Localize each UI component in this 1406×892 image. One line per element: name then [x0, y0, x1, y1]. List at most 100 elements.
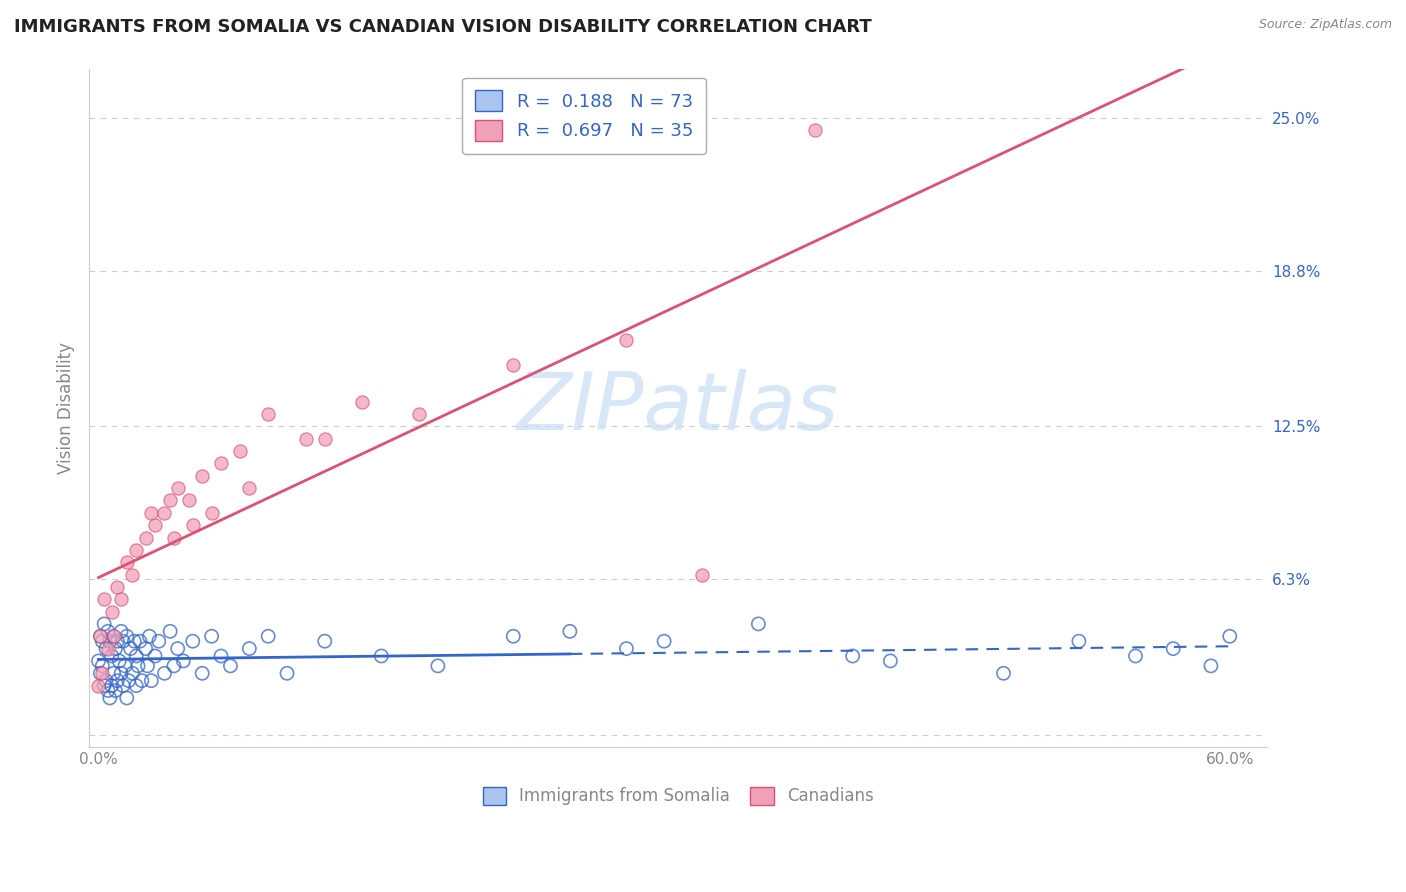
Point — [103, 629, 125, 643]
Point — [558, 624, 581, 639]
Point — [110, 592, 132, 607]
Point — [97, 624, 120, 639]
Text: IMMIGRANTS FROM SOMALIA VS CANADIAN VISION DISABILITY CORRELATION CHART: IMMIGRANTS FROM SOMALIA VS CANADIAN VISI… — [14, 18, 872, 36]
Point — [314, 432, 336, 446]
Point — [125, 679, 148, 693]
Point — [993, 666, 1015, 681]
Point — [100, 648, 122, 663]
Point — [143, 518, 166, 533]
Point — [408, 407, 430, 421]
Point — [191, 468, 214, 483]
Point — [690, 567, 713, 582]
Point — [172, 654, 194, 668]
Point — [91, 659, 114, 673]
Point — [159, 493, 181, 508]
Point — [121, 666, 143, 681]
Point — [352, 394, 374, 409]
Point — [115, 555, 138, 569]
Point — [100, 679, 122, 693]
Point — [89, 629, 111, 643]
Point — [616, 641, 638, 656]
Point — [98, 690, 121, 705]
Point — [141, 506, 163, 520]
Point — [177, 493, 200, 508]
Point — [1199, 659, 1222, 673]
Point — [841, 648, 863, 663]
Point — [125, 648, 148, 663]
Point — [257, 407, 280, 421]
Point — [1219, 629, 1241, 643]
Point — [502, 358, 524, 372]
Point — [97, 683, 120, 698]
Point — [93, 592, 115, 607]
Point — [804, 123, 827, 137]
Y-axis label: Vision Disability: Vision Disability — [58, 342, 75, 474]
Point — [94, 673, 117, 688]
Point — [502, 629, 524, 643]
Point — [295, 432, 318, 446]
Point — [153, 666, 176, 681]
Point — [93, 679, 115, 693]
Point — [98, 634, 121, 648]
Text: ZIPatlas: ZIPatlas — [517, 369, 839, 447]
Point — [110, 624, 132, 639]
Point — [105, 580, 128, 594]
Point — [115, 629, 138, 643]
Point — [89, 629, 111, 643]
Point — [219, 659, 242, 673]
Point — [143, 648, 166, 663]
Point — [104, 641, 127, 656]
Point — [127, 659, 149, 673]
Point — [110, 666, 132, 681]
Point — [153, 506, 176, 520]
Point — [209, 648, 232, 663]
Text: Source: ZipAtlas.com: Source: ZipAtlas.com — [1258, 18, 1392, 31]
Point — [1125, 648, 1147, 663]
Point — [121, 567, 143, 582]
Point — [616, 333, 638, 347]
Point — [426, 659, 449, 673]
Point — [191, 666, 214, 681]
Point — [105, 673, 128, 688]
Point — [148, 634, 170, 648]
Point — [114, 659, 136, 673]
Point — [89, 666, 111, 681]
Point — [129, 634, 152, 648]
Point — [124, 634, 146, 648]
Point — [1067, 634, 1090, 648]
Point — [135, 641, 157, 656]
Point — [181, 634, 204, 648]
Point — [87, 679, 110, 693]
Point — [91, 634, 114, 648]
Point — [138, 629, 160, 643]
Point — [652, 634, 675, 648]
Point — [120, 641, 142, 656]
Point — [238, 641, 260, 656]
Legend: Immigrants from Somalia, Canadians: Immigrants from Somalia, Canadians — [474, 779, 882, 814]
Point — [879, 654, 901, 668]
Point — [111, 634, 134, 648]
Point — [181, 518, 204, 533]
Point — [135, 531, 157, 545]
Point — [370, 648, 392, 663]
Point — [97, 641, 120, 656]
Point — [104, 683, 127, 698]
Point — [141, 673, 163, 688]
Point — [163, 659, 186, 673]
Point — [209, 457, 232, 471]
Point — [93, 616, 115, 631]
Point — [111, 679, 134, 693]
Point — [108, 654, 131, 668]
Point — [103, 629, 125, 643]
Point — [163, 531, 186, 545]
Point — [100, 605, 122, 619]
Point — [118, 673, 141, 688]
Point — [115, 690, 138, 705]
Point — [229, 444, 252, 458]
Point — [276, 666, 298, 681]
Point — [131, 673, 153, 688]
Point — [166, 481, 188, 495]
Point — [747, 616, 769, 631]
Point — [257, 629, 280, 643]
Point — [201, 629, 224, 643]
